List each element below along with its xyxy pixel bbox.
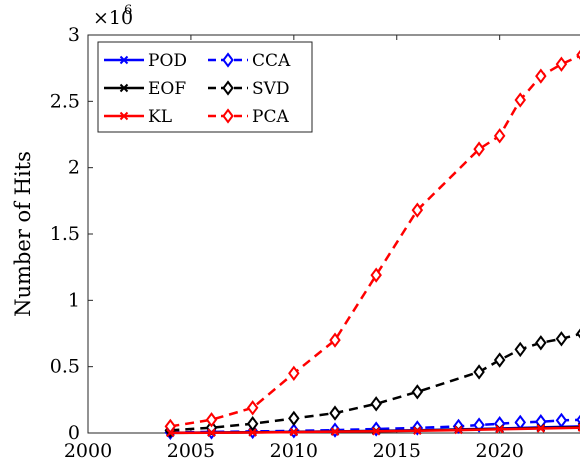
data-point-pca bbox=[555, 56, 568, 72]
y-multiplier: ×10 bbox=[93, 7, 133, 29]
legend-label-cca: CCA bbox=[252, 51, 291, 71]
x-tick-label: 2015 bbox=[373, 440, 421, 462]
legend-marker-eof bbox=[119, 83, 129, 93]
axis-ticks: 2000 2005 2010 2015 2020 0 0.5 1 1.5 2 2.5 3 bbox=[50, 24, 524, 462]
y-tick-label: 0 bbox=[68, 422, 80, 444]
legend-item-kl: KL bbox=[104, 107, 172, 127]
data-point-svd bbox=[370, 396, 382, 412]
legend-item-pca: PCA bbox=[208, 107, 289, 127]
series-layer bbox=[164, 49, 580, 441]
data-point-pca bbox=[288, 365, 300, 381]
legend-item-pod: POD bbox=[104, 51, 187, 71]
y-tick-label: 2 bbox=[68, 157, 80, 179]
y-tick-label: 3 bbox=[68, 24, 80, 46]
y-tick-label: 1.5 bbox=[50, 223, 80, 245]
data-point-kl bbox=[413, 426, 422, 435]
legend-entries: POD EOF KL CCA SVD PCA bbox=[104, 51, 291, 127]
data-point-svd bbox=[473, 364, 485, 380]
x-tick-label: 2000 bbox=[64, 440, 112, 462]
legend-label-pca: PCA bbox=[252, 107, 289, 127]
legend-marker-cca bbox=[222, 52, 234, 68]
data-point-kl bbox=[207, 428, 216, 437]
legend-item-eof: EOF bbox=[104, 79, 186, 99]
legend-marker-pod bbox=[119, 55, 129, 65]
data-point-svd bbox=[493, 352, 506, 368]
y-tick-label: 1 bbox=[68, 289, 80, 311]
data-point-pca bbox=[205, 412, 218, 428]
data-point-pca bbox=[493, 128, 506, 144]
legend: POD EOF KL CCA SVD PCA bbox=[97, 41, 313, 133]
data-point-cca bbox=[452, 418, 465, 435]
data-point-pca bbox=[535, 68, 547, 84]
x-tick-label: 2020 bbox=[475, 440, 523, 462]
data-point-pca bbox=[473, 141, 485, 157]
data-point-pca bbox=[246, 400, 259, 416]
legend-label-eof: EOF bbox=[148, 79, 186, 99]
data-point-kl bbox=[248, 428, 257, 437]
data-point-kl bbox=[166, 428, 175, 438]
series-pca bbox=[164, 49, 580, 435]
data-point-pca bbox=[514, 92, 526, 108]
legend-marker-pca bbox=[222, 108, 234, 124]
data-point-svd bbox=[288, 410, 300, 427]
legend-label-kl: KL bbox=[148, 107, 172, 127]
series-kl bbox=[166, 423, 580, 438]
legend-marker-svd bbox=[222, 80, 234, 96]
legend-item-svd: SVD bbox=[208, 79, 290, 99]
data-point-pca bbox=[411, 202, 424, 218]
y-axis-title: Number of Hits bbox=[11, 151, 35, 317]
y-tick-label: 2.5 bbox=[50, 90, 80, 112]
x-tick-label: 2010 bbox=[270, 440, 318, 462]
data-point-svd bbox=[555, 331, 568, 347]
x-tick-label: 2005 bbox=[167, 440, 215, 462]
legend-label-svd: SVD bbox=[252, 79, 290, 99]
data-point-svd bbox=[329, 405, 341, 421]
data-point-cca bbox=[576, 414, 580, 425]
legend-label-pod: POD bbox=[148, 51, 187, 71]
legend-marker-kl bbox=[119, 111, 129, 121]
data-point-svd bbox=[576, 328, 580, 339]
y-tick-label: 0.5 bbox=[50, 356, 80, 378]
legend-item-cca: CCA bbox=[208, 51, 291, 71]
data-point-svd bbox=[535, 335, 547, 351]
data-point-svd bbox=[246, 416, 259, 432]
data-point-kl bbox=[289, 427, 299, 437]
data-point-kl bbox=[330, 427, 340, 436]
data-point-svd bbox=[514, 341, 526, 358]
data-point-kl bbox=[454, 425, 463, 435]
data-point-pca bbox=[329, 332, 341, 348]
data-point-pca bbox=[576, 49, 580, 60]
y-multiplier-exponent: 6 bbox=[124, 3, 132, 18]
data-point-kl bbox=[495, 425, 504, 434]
data-point-kl bbox=[371, 427, 381, 436]
data-point-kl bbox=[536, 424, 546, 433]
data-point-svd bbox=[411, 384, 424, 400]
data-point-pca bbox=[370, 267, 382, 283]
